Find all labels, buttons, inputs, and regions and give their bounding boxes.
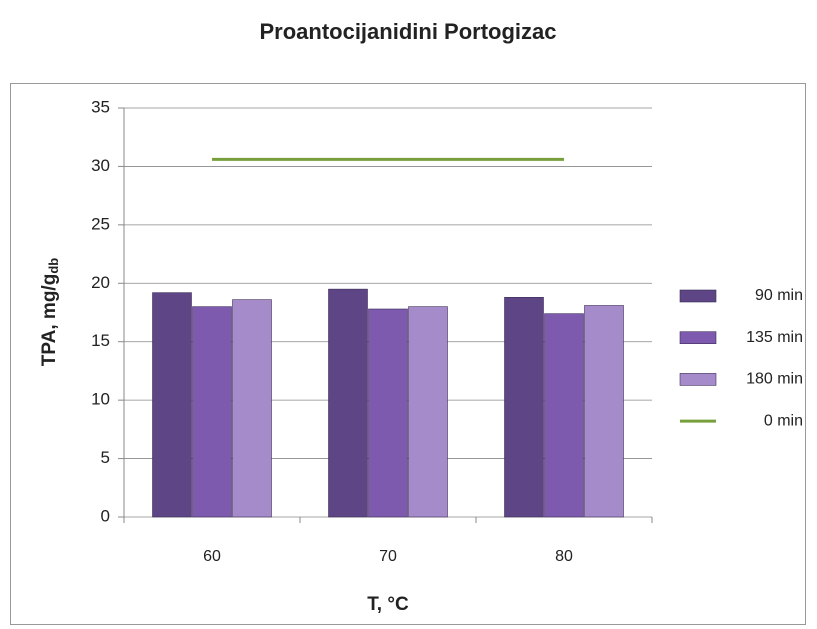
y-tick-label: 25 — [91, 214, 110, 233]
bar — [408, 306, 448, 518]
bar — [584, 305, 624, 518]
y-axis-label-main: TPA, mg/g — [39, 274, 60, 367]
y-axis-label-sub: db — [46, 258, 61, 274]
x-tick-label: 80 — [555, 548, 573, 565]
y-tick-label: 15 — [91, 331, 110, 350]
bar — [152, 292, 192, 518]
y-tick-label: 10 — [91, 390, 110, 409]
x-tick-label: 70 — [379, 548, 397, 565]
y-axis-label: TPA, mg/gdb — [39, 258, 61, 366]
chart-title: Proantocijanidini Portogizac — [259, 19, 556, 44]
chart-frame — [10, 83, 806, 625]
y-tick-label: 35 — [91, 97, 110, 116]
legend-swatch — [679, 289, 717, 303]
bar — [544, 313, 584, 518]
legend-label: 90 min — [755, 287, 803, 304]
x-tick-label: 60 — [203, 548, 221, 565]
y-tick-label: 0 — [101, 506, 110, 525]
x-axis-label: T, °C — [367, 594, 409, 615]
legend-label: 135 min — [746, 329, 803, 346]
bar — [328, 288, 368, 518]
legend-label: 0 min — [764, 412, 803, 429]
y-tick-label: 5 — [101, 448, 110, 467]
bar — [368, 308, 408, 518]
y-tick-label: 30 — [91, 156, 110, 175]
legend-swatch — [679, 331, 717, 345]
legend-label: 180 min — [746, 371, 803, 388]
bar — [504, 297, 544, 518]
bar — [232, 299, 272, 518]
y-tick-label: 20 — [91, 273, 110, 292]
bar — [192, 306, 232, 518]
legend-swatch — [679, 373, 717, 386]
